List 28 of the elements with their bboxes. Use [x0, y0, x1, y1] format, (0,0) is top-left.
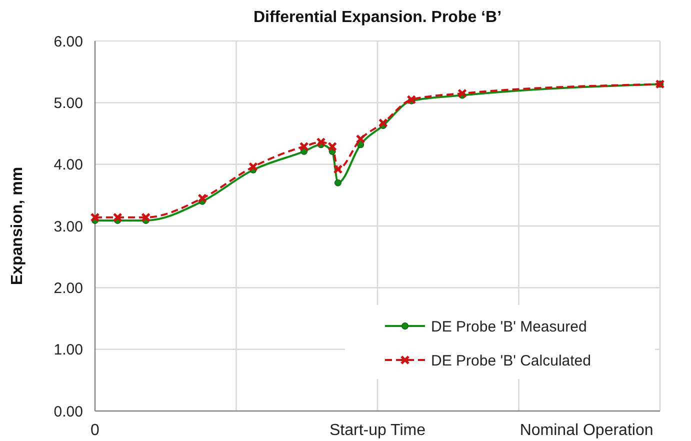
legend-label: DE Probe 'B' Measured — [431, 318, 587, 336]
y-tick-label: 1.00 — [54, 342, 83, 359]
point — [334, 179, 342, 186]
point — [141, 212, 151, 222]
point — [112, 212, 122, 222]
y-tick-label: 0.00 — [54, 403, 83, 420]
point — [198, 194, 208, 203]
y-tick-label: 6.00 — [54, 33, 83, 50]
point — [458, 88, 467, 98]
y-tick-label: 2.00 — [54, 280, 83, 297]
point — [90, 212, 100, 222]
point — [378, 118, 388, 128]
y-tick-label: 3.00 — [54, 218, 83, 236]
y-axis-title: Expansion, mm — [9, 166, 26, 286]
point — [299, 142, 309, 152]
point — [333, 164, 343, 174]
point — [406, 94, 416, 104]
point — [248, 162, 258, 172]
y-tick-label: 4.00 — [54, 156, 83, 174]
point — [316, 137, 326, 147]
point — [328, 142, 338, 152]
point — [356, 134, 366, 144]
x-tick-label: 0 — [90, 422, 100, 439]
chart-title: Differential Expansion. Probe ‘B’ — [253, 9, 502, 26]
x-tick-label: Start-up Time — [329, 422, 426, 439]
y-tick-label: 5.00 — [54, 94, 83, 112]
x-tick-label: Nominal Operation — [520, 422, 654, 439]
legend-label: DE Probe 'B' Calculated — [431, 352, 591, 370]
